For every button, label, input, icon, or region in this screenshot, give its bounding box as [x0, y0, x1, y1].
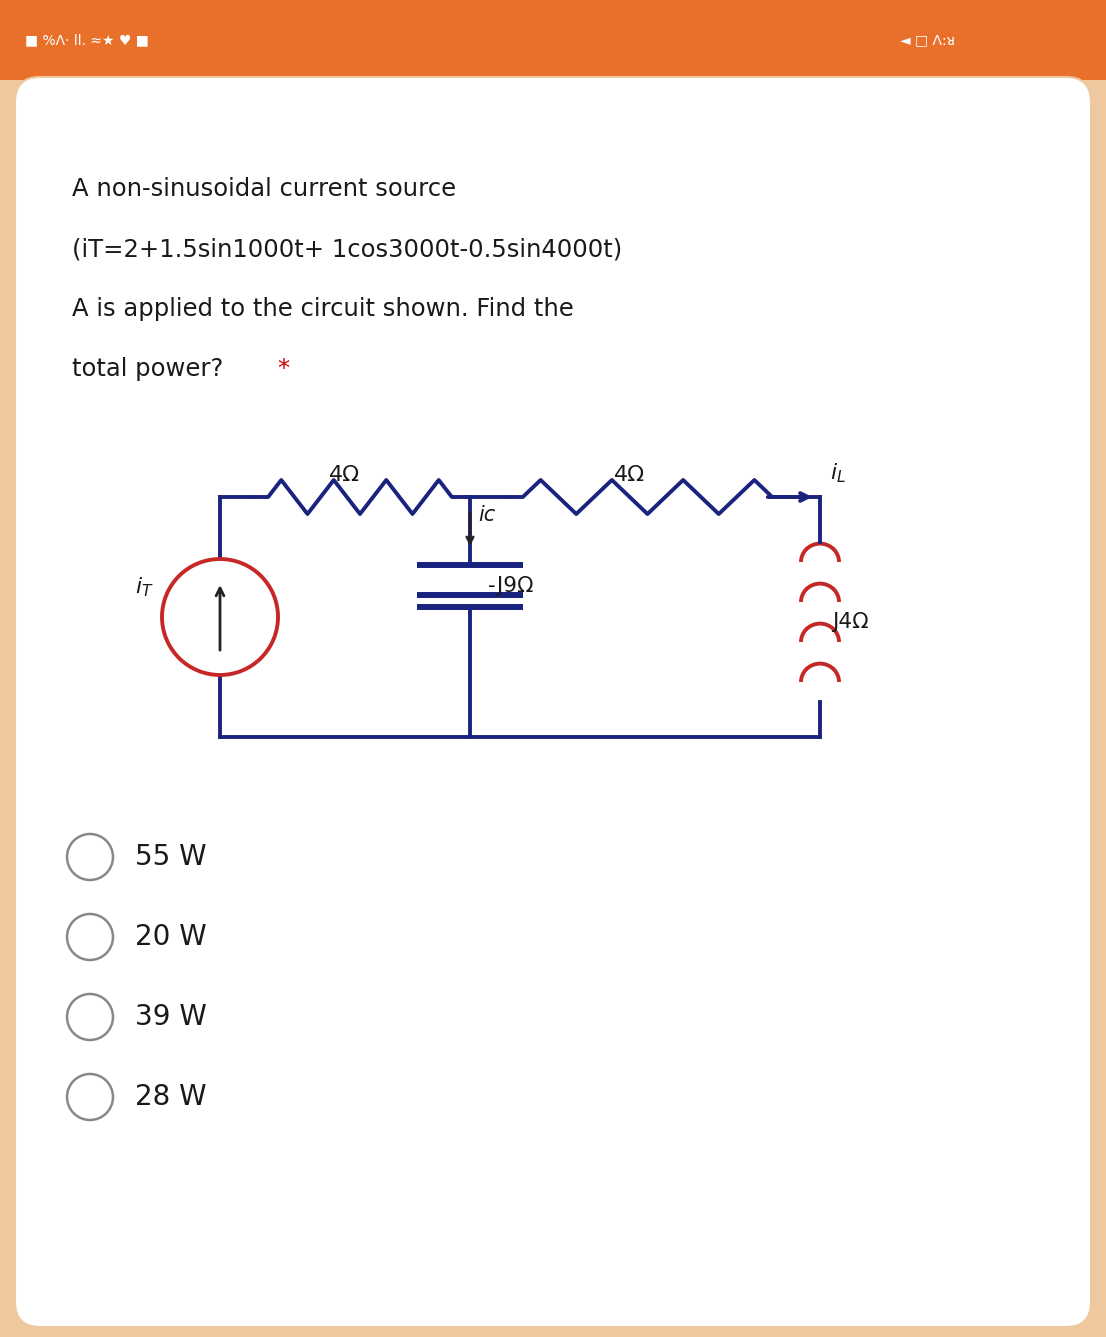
Circle shape [161, 559, 278, 675]
Text: A is applied to the circuit shown. Find the: A is applied to the circuit shown. Find … [72, 297, 574, 321]
Text: ■ %Λ· ll. ≈★ ♥ ■: ■ %Λ· ll. ≈★ ♥ ■ [25, 33, 149, 47]
Text: $i_T$: $i_T$ [135, 575, 154, 599]
Text: 28 W: 28 W [135, 1083, 207, 1111]
FancyBboxPatch shape [0, 0, 1106, 80]
Text: ◄ □ Λ:ᴚ: ◄ □ Λ:ᴚ [900, 33, 954, 47]
Text: ic: ic [478, 505, 495, 525]
Text: *: * [276, 357, 289, 381]
Text: (iT=2+1.5sin1000t+ 1cos3000t-0.5sin4000t): (iT=2+1.5sin1000t+ 1cos3000t-0.5sin4000t… [72, 237, 623, 261]
Text: 20 W: 20 W [135, 923, 207, 951]
Text: A non-sinusoidal current source: A non-sinusoidal current source [72, 176, 456, 201]
Text: 4Ω: 4Ω [330, 465, 361, 485]
Text: 4Ω: 4Ω [615, 465, 646, 485]
Text: -J9Ω: -J9Ω [488, 576, 533, 596]
Text: 39 W: 39 W [135, 1003, 207, 1031]
Text: 55 W: 55 W [135, 844, 207, 870]
FancyBboxPatch shape [15, 78, 1091, 1328]
Text: J4Ω: J4Ω [832, 612, 868, 632]
Text: total power?: total power? [72, 357, 231, 381]
Text: $i_L$: $i_L$ [830, 461, 846, 485]
